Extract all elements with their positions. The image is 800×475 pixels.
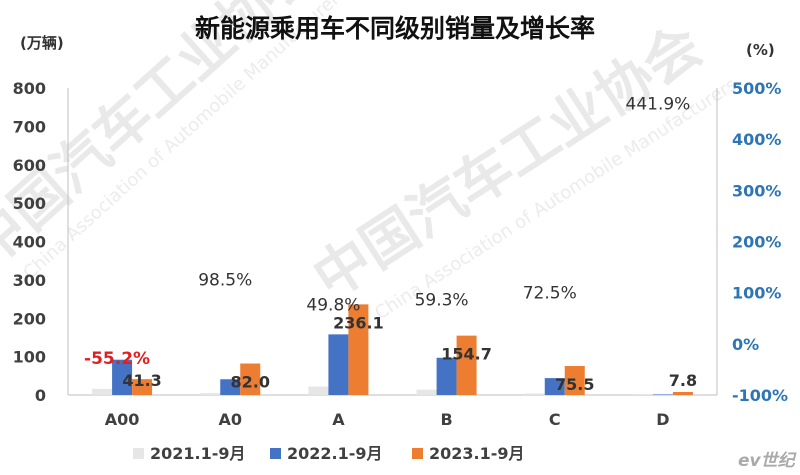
left-tick-label: 500 (13, 194, 46, 213)
value-label-a: 236.1 (333, 313, 384, 332)
right-tick-label: 200% (732, 233, 781, 252)
left-tick-label: 600 (13, 156, 46, 175)
left-tick-label: 700 (13, 117, 46, 136)
growth-label-b: 59.3% (415, 290, 469, 310)
x-tick-label-c: C (549, 410, 561, 429)
left-tick-label: 200 (13, 309, 46, 328)
legend-label-3: 2023.1-9月 (429, 444, 525, 463)
left-axis-unit: (万辆) (20, 34, 64, 52)
axes (67, 88, 718, 396)
bar-b-series-1 (416, 389, 437, 395)
bar-a-series-3 (348, 304, 369, 395)
bar-c-series-2 (544, 378, 565, 395)
left-tick-label: 100 (13, 348, 46, 367)
legend-swatch-1 (133, 448, 144, 459)
growth-label-c: 72.5% (523, 284, 577, 304)
bar-b-series-3 (456, 335, 477, 395)
bar-c-series-3 (564, 366, 585, 395)
data-labels: 41.3 -55.2% 82.0 98.5% 236.149.8% 154.7 59.3% 7… (84, 95, 697, 394)
right-axis-unit: (%) (746, 41, 775, 59)
brand-logo: ev世纪 (738, 451, 797, 471)
x-tick-label-a0: A0 (218, 410, 242, 429)
right-tick-label: -100% (732, 386, 788, 405)
value-label-c: 75.5 (555, 375, 594, 394)
left-tick-label: 300 (13, 271, 46, 290)
bar-d-series-2 (652, 394, 673, 395)
value-label-d: 7.8 (669, 371, 697, 390)
bar-c-series-1 (524, 393, 545, 395)
left-tick-label: 400 (13, 233, 46, 252)
growth-label-d: 441.9% (626, 95, 691, 115)
right-tick-label: 400% (732, 130, 781, 149)
chart-title: 新能源乘用车不同级别销量及增长率 (195, 14, 595, 43)
right-axis-ticks: -100% 0% 100% 200% 300% 400% 500% (732, 79, 788, 405)
x-tick-label-b: B (440, 410, 452, 429)
bar-a0-series-3 (240, 363, 261, 395)
value-label-a0: 82.0 (231, 373, 270, 392)
bar-a00-series-1 (92, 388, 113, 395)
bar-a-series-1 (308, 386, 329, 395)
bar-a00-series-3 (132, 379, 153, 395)
right-tick-label: 100% (732, 284, 781, 303)
value-label-a00: 41.3 (122, 371, 161, 390)
bars (92, 304, 693, 395)
right-tick-label: 500% (732, 79, 781, 98)
watermark: 中国汽车工业协会 China Association of Automobile… (0, 0, 741, 324)
left-tick-label: 0 (35, 386, 46, 405)
bar-a00-series-2 (112, 359, 133, 395)
value-label-b: 154.7 (441, 345, 492, 364)
x-tick-label-a: A (332, 410, 345, 429)
bar-a0-series-1 (200, 393, 221, 395)
left-axis-ticks: 0 100 200 300 400 500 600 700 800 (13, 79, 46, 405)
growth-label-a: 49.8% (306, 295, 360, 315)
watermark-text: 中国汽车工业协会 (302, 13, 713, 312)
growth-label-a00: -55.2% (84, 349, 150, 369)
x-tick-label-a00: A00 (105, 410, 140, 429)
legend-label-2: 2022.1-9月 (287, 444, 383, 463)
bar-d-series-3 (672, 392, 693, 395)
bar-a0-series-2 (220, 379, 241, 395)
legend-swatch-2 (270, 448, 281, 459)
bar-b-series-2 (436, 357, 457, 395)
bar-a-series-2 (328, 334, 349, 395)
right-tick-label: 300% (732, 181, 781, 200)
left-tick-label: 800 (13, 79, 46, 98)
x-axis-ticks: A00 A0 A B C D (105, 410, 670, 429)
legend-swatch-3 (412, 448, 423, 459)
x-tick-label-d: D (656, 410, 669, 429)
right-tick-label: 0% (732, 335, 759, 354)
legend-label-1: 2021.1-9月 (150, 444, 246, 463)
growth-label-a0: 98.5% (198, 270, 252, 290)
legend: 2021.1-9月 2022.1-9月 2023.1-9月 (133, 444, 525, 463)
